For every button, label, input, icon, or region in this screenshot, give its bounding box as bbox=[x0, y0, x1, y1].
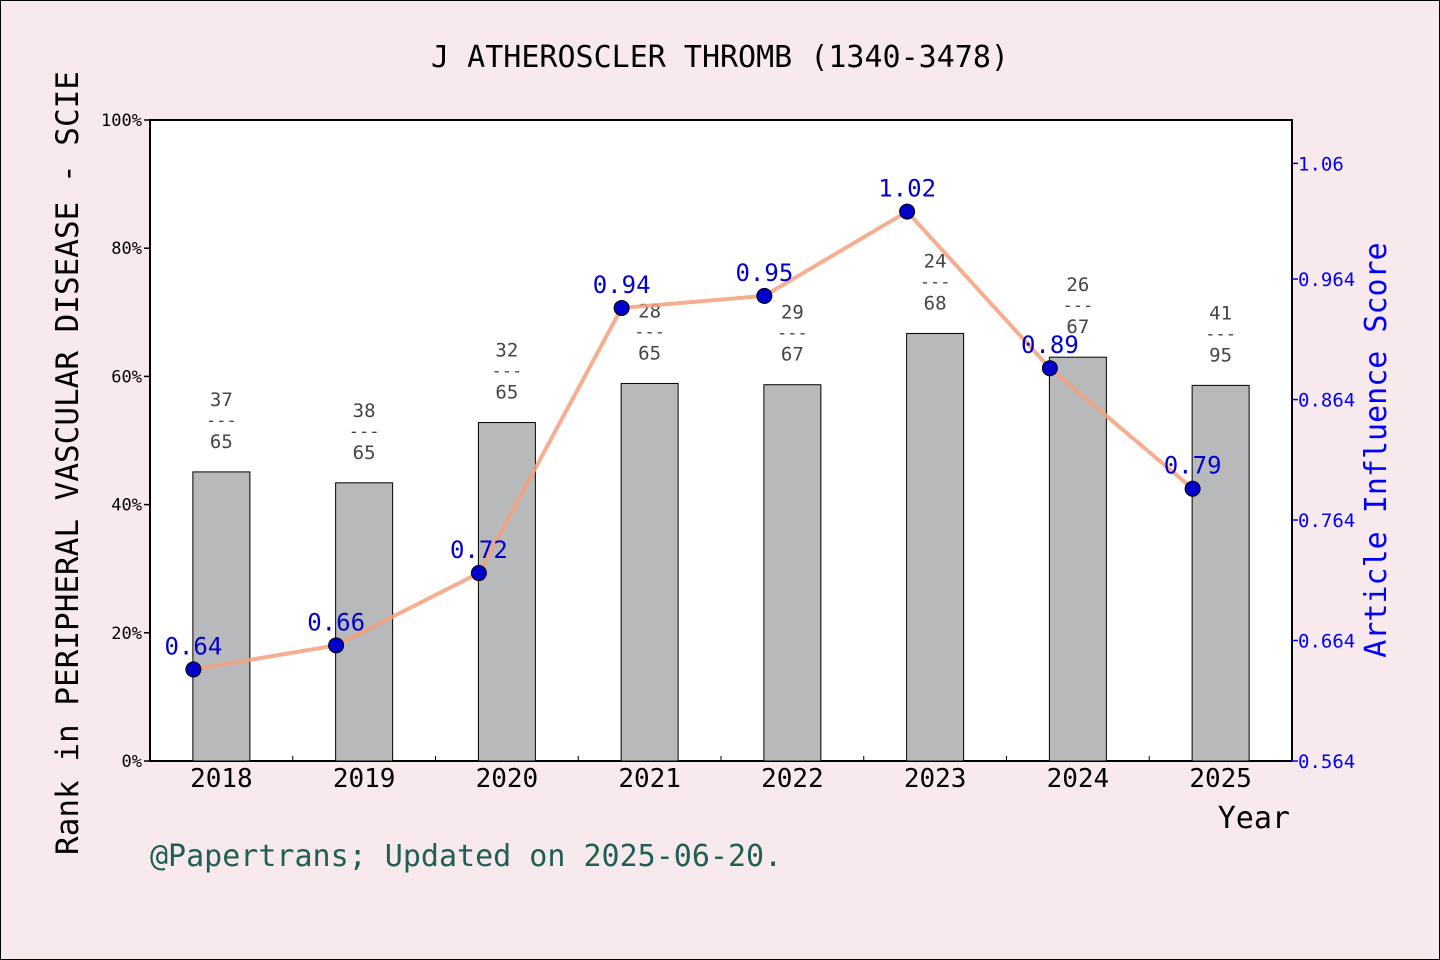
left-tick-label: 20% bbox=[111, 624, 142, 644]
right-tick-label: 0.864 bbox=[1298, 390, 1355, 412]
bar-labels-layer: 37---6538---6532---6528---6529---6724---… bbox=[206, 250, 1236, 463]
footer-credit: @Papertrans; Updated on 2025-06-20. bbox=[150, 839, 782, 874]
bar-rank-label: 29 bbox=[781, 302, 804, 324]
y-axis-left-label: Rank in PERIPHERAL VASCULAR DISEASE - SC… bbox=[50, 71, 86, 855]
left-tick-label: 100% bbox=[101, 111, 142, 131]
left-tick-label: 0% bbox=[122, 752, 142, 772]
bar-total-label: 95 bbox=[1209, 344, 1232, 366]
right-tick-label: 0.964 bbox=[1298, 269, 1355, 291]
x-axis: 2018 2019 2020 2021 2022 2023 2024 2025 bbox=[190, 756, 1252, 794]
right-tick-label: 0.664 bbox=[1298, 631, 1355, 653]
line-layer: 0.64 0.66 0.72 0.94 0.95 1.02 0.89 0.79 bbox=[164, 175, 1222, 678]
plot-area bbox=[149, 119, 1293, 762]
ais-marker-2019 bbox=[328, 637, 345, 654]
bar-total-label: 65 bbox=[495, 382, 518, 404]
ais-marker-2018 bbox=[185, 661, 202, 678]
bar-separator-label: --- bbox=[634, 322, 665, 342]
ais-value-label: 0.66 bbox=[307, 608, 365, 636]
x-tick-label-2021: 2021 bbox=[618, 764, 681, 794]
right-tick-label: 1.06 bbox=[1298, 153, 1344, 175]
bar-total-label: 67 bbox=[1066, 316, 1089, 338]
bar-separator-label: --- bbox=[1063, 296, 1094, 316]
left-tick-label: 80% bbox=[111, 239, 142, 259]
left-tick-label: 40% bbox=[111, 496, 142, 516]
ais-value-label: 1.02 bbox=[878, 175, 936, 203]
ais-marker-2025 bbox=[1184, 480, 1201, 497]
bar-rank-label: 32 bbox=[495, 340, 518, 362]
left-tick-label: 60% bbox=[111, 367, 142, 387]
left-axis: 0% 20% 40% 60% 80% 100% bbox=[101, 111, 150, 772]
bar-rank-label: 37 bbox=[210, 389, 233, 411]
y-axis-right-label: Article Influence Score bbox=[1359, 242, 1394, 657]
x-axis-label: Year bbox=[1218, 801, 1290, 836]
bar-total-label: 65 bbox=[353, 442, 376, 464]
bars-layer bbox=[192, 332, 1250, 762]
ais-line bbox=[193, 209, 1194, 672]
bar-separator-label: --- bbox=[920, 272, 951, 292]
ais-value-label: 0.64 bbox=[164, 632, 222, 660]
ais-marker-2020 bbox=[470, 565, 487, 582]
bar-rank-label: 38 bbox=[353, 400, 376, 422]
x-tick-label-2025: 2025 bbox=[1189, 764, 1252, 794]
ais-value-label: 0.72 bbox=[450, 536, 508, 564]
bar-separator-label: --- bbox=[1205, 324, 1236, 344]
ais-value-label: 0.89 bbox=[1021, 331, 1079, 359]
x-tick-label-2018: 2018 bbox=[190, 764, 253, 794]
bar-2025 bbox=[1191, 384, 1250, 762]
bar-2023 bbox=[906, 332, 965, 762]
bar-rank-label: 24 bbox=[924, 250, 947, 272]
bar-separator-label: --- bbox=[492, 362, 523, 382]
bar-2021 bbox=[620, 382, 679, 762]
x-tick-label-2022: 2022 bbox=[761, 764, 824, 794]
ais-value-label: 0.95 bbox=[735, 259, 793, 287]
chart-title: J ATHEROSCLER THROMB (1340-3478) bbox=[431, 40, 1009, 75]
bar-total-label: 65 bbox=[210, 431, 233, 453]
right-tick-label: 0.564 bbox=[1298, 751, 1355, 773]
bar-rank-label: 26 bbox=[1066, 274, 1089, 296]
right-axis: 0.564 0.664 0.764 0.864 0.964 1.06 bbox=[1292, 153, 1355, 773]
right-tick-label: 0.764 bbox=[1298, 510, 1355, 532]
ais-value-label: 0.94 bbox=[593, 271, 651, 299]
ais-marker-2022 bbox=[756, 287, 773, 304]
bar-separator-label: --- bbox=[206, 411, 237, 431]
bar-rank-label: 41 bbox=[1209, 302, 1232, 324]
bar-2020 bbox=[477, 422, 536, 762]
bar-2022 bbox=[763, 384, 822, 762]
bar-total-label: 67 bbox=[781, 344, 804, 366]
bar-separator-label: --- bbox=[349, 422, 380, 442]
bar-separator-label: --- bbox=[777, 324, 808, 344]
bar-2024 bbox=[1048, 356, 1107, 762]
ais-marker-2024 bbox=[1041, 360, 1058, 377]
x-tick-label-2019: 2019 bbox=[333, 764, 396, 794]
ais-marker-2021 bbox=[613, 299, 630, 316]
bar-total-label: 68 bbox=[924, 292, 947, 314]
x-tick-label-2024: 2024 bbox=[1047, 764, 1110, 794]
x-tick-label-2020: 2020 bbox=[476, 764, 539, 794]
ais-marker-2023 bbox=[899, 203, 916, 220]
x-tick-label-2023: 2023 bbox=[904, 764, 967, 794]
bar-2018 bbox=[192, 471, 251, 762]
ais-value-label: 0.79 bbox=[1164, 452, 1222, 480]
bar-total-label: 65 bbox=[638, 342, 661, 364]
